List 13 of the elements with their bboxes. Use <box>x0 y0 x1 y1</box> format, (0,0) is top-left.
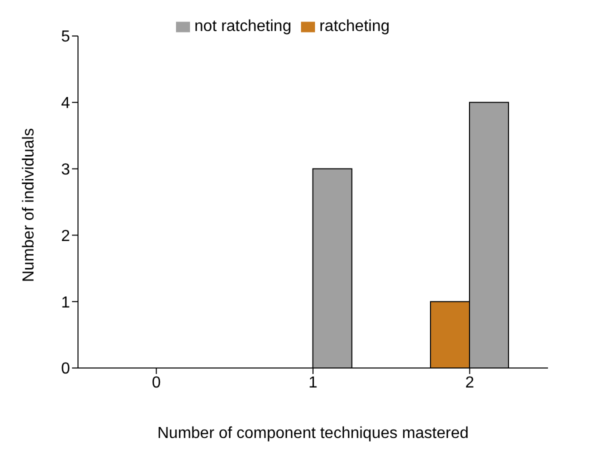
y-tick-label: 3 <box>61 161 70 178</box>
y-tick-label: 4 <box>61 95 70 112</box>
y-tick-label: 5 <box>61 28 70 46</box>
y-tick-label: 2 <box>61 228 70 245</box>
x-axis-title: Number of component techniques mastered <box>157 425 469 442</box>
x-tick-label: 1 <box>308 374 318 392</box>
x-tick-label: 2 <box>465 374 474 392</box>
x-tick-label: 0 <box>152 374 161 392</box>
y-tick-label: 0 <box>61 360 70 378</box>
y-tick-label: 1 <box>61 294 70 312</box>
legend-label: not ratcheting <box>194 18 292 35</box>
legend-label: ratcheting <box>319 18 390 35</box>
y-axis-title: Number of individuals <box>20 128 38 282</box>
